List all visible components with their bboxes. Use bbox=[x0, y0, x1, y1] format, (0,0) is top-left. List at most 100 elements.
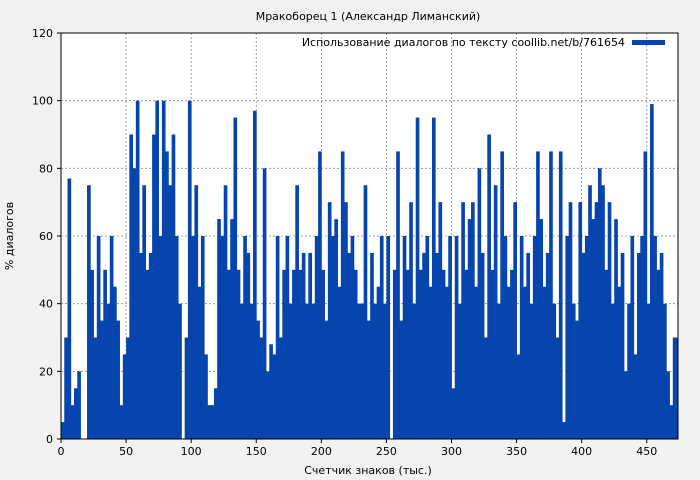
bar bbox=[549, 151, 553, 439]
bar bbox=[161, 100, 166, 440]
bar bbox=[324, 320, 329, 439]
bar bbox=[129, 134, 133, 439]
bar bbox=[119, 405, 124, 439]
bar bbox=[321, 269, 325, 439]
bar bbox=[672, 337, 677, 439]
y-tick-label: 80 bbox=[39, 162, 53, 175]
bar bbox=[418, 269, 423, 439]
bar bbox=[425, 236, 430, 439]
x-tick-label: 100 bbox=[181, 445, 202, 458]
bar bbox=[676, 337, 679, 439]
bar bbox=[223, 185, 228, 439]
bar bbox=[471, 202, 475, 439]
bar bbox=[451, 388, 456, 439]
bar bbox=[168, 185, 173, 439]
bar bbox=[344, 202, 348, 439]
bar bbox=[67, 178, 72, 439]
bar bbox=[392, 269, 397, 439]
bar bbox=[370, 252, 374, 439]
bar bbox=[578, 202, 583, 439]
bar bbox=[545, 252, 550, 439]
bar bbox=[415, 117, 420, 439]
bar bbox=[435, 252, 439, 439]
bar bbox=[565, 236, 570, 439]
bar bbox=[327, 202, 332, 439]
bar bbox=[279, 337, 283, 439]
bar bbox=[487, 134, 491, 439]
bar bbox=[607, 202, 612, 439]
bar bbox=[597, 168, 602, 440]
bar bbox=[399, 320, 404, 439]
bar bbox=[148, 252, 153, 439]
bar bbox=[331, 236, 335, 439]
bar bbox=[295, 185, 299, 439]
x-axis: 0 50 100 150 200 250 300 350 400 450 bbox=[58, 439, 657, 458]
bar bbox=[314, 236, 319, 439]
bar bbox=[305, 303, 309, 439]
x-tick-label: 450 bbox=[636, 445, 657, 458]
bar bbox=[497, 303, 501, 439]
bar bbox=[493, 185, 498, 439]
bar bbox=[142, 185, 147, 439]
bar bbox=[96, 236, 101, 439]
bar bbox=[444, 286, 449, 439]
y-tick-label: 20 bbox=[39, 365, 53, 378]
bar bbox=[90, 269, 94, 439]
bar bbox=[103, 269, 107, 439]
bar bbox=[210, 405, 215, 439]
bar bbox=[194, 185, 199, 439]
bar bbox=[256, 320, 260, 439]
bar bbox=[174, 236, 179, 439]
bar bbox=[536, 151, 540, 439]
bar bbox=[558, 151, 563, 439]
bar bbox=[301, 252, 306, 439]
bar bbox=[620, 252, 625, 439]
bar bbox=[422, 252, 426, 439]
bar bbox=[656, 269, 661, 439]
bar bbox=[93, 337, 98, 439]
bar bbox=[379, 236, 384, 439]
x-tick-label: 150 bbox=[246, 445, 267, 458]
bar bbox=[659, 252, 664, 439]
bar bbox=[366, 320, 371, 439]
bar bbox=[100, 320, 104, 439]
bar bbox=[288, 303, 293, 439]
x-tick-label: 0 bbox=[58, 445, 65, 458]
bar bbox=[402, 236, 407, 439]
y-tick-label: 0 bbox=[46, 433, 53, 446]
bar bbox=[158, 236, 163, 439]
bar bbox=[643, 151, 648, 439]
bar bbox=[246, 252, 251, 439]
y-axis-label: % диалогов bbox=[3, 202, 16, 270]
bar bbox=[318, 151, 322, 439]
bar bbox=[503, 236, 508, 439]
bar bbox=[454, 236, 459, 439]
y-tick-label: 120 bbox=[32, 27, 53, 40]
bar bbox=[610, 303, 615, 439]
bar bbox=[226, 269, 231, 439]
bar bbox=[178, 303, 182, 439]
bar bbox=[441, 269, 446, 439]
bar bbox=[646, 303, 651, 439]
bar bbox=[571, 303, 576, 439]
bar bbox=[633, 354, 638, 439]
bar bbox=[568, 202, 573, 439]
bar bbox=[155, 100, 160, 440]
bar bbox=[298, 269, 303, 439]
bar bbox=[477, 168, 482, 440]
bar bbox=[272, 354, 277, 439]
bar bbox=[252, 110, 257, 440]
bar bbox=[428, 286, 433, 439]
legend-label: Использование диалогов по тексту coollib… bbox=[302, 36, 625, 49]
bar bbox=[650, 104, 654, 440]
chart-title: Мракоборец 1 (Александр Лиманский) bbox=[256, 10, 481, 23]
bar bbox=[584, 236, 589, 439]
bar bbox=[464, 269, 469, 439]
bar bbox=[275, 236, 280, 439]
bar bbox=[591, 219, 596, 439]
bar bbox=[70, 405, 75, 439]
x-tick-label: 300 bbox=[441, 445, 462, 458]
bar bbox=[666, 371, 670, 439]
bar bbox=[266, 371, 270, 439]
